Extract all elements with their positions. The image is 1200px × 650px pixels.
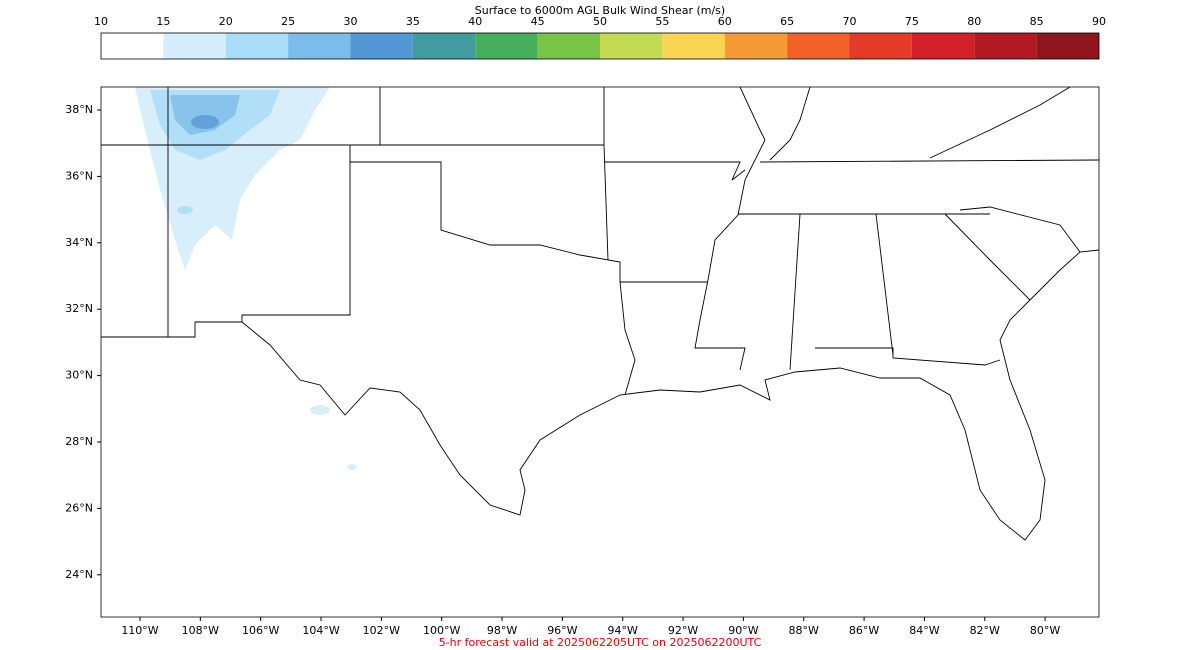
shear-shading — [135, 87, 357, 470]
colorbar-frame — [100, 32, 1100, 60]
lat-label: 24°N — [65, 568, 93, 581]
colorbar-segment — [974, 33, 1037, 59]
lon-label: 82°W — [970, 624, 1000, 637]
colorbar-segment — [600, 33, 663, 59]
map-frame — [100, 86, 1100, 618]
colorbar-tick-label: 20 — [219, 15, 233, 28]
lon-label: 100°W — [423, 624, 460, 637]
colorbar-segment — [849, 33, 912, 59]
lon-label: 110°W — [121, 624, 158, 637]
colorbar-tick-label: 35 — [406, 15, 420, 28]
colorbar-segment — [350, 33, 413, 59]
colorbar-tick-label: 55 — [655, 15, 669, 28]
colorbar-tick-label: 25 — [281, 15, 295, 28]
lon-label: 86°W — [849, 624, 879, 637]
forecast-footer: 5-hr forecast valid at 2025062205UTC on … — [439, 636, 762, 649]
colorbar-segment — [163, 33, 226, 59]
colorbar-tick-label: 45 — [531, 15, 545, 28]
colorbar-tick-label: 90 — [1092, 15, 1106, 28]
lat-label: 34°N — [65, 236, 93, 249]
colorbar-segment — [662, 33, 725, 59]
colorbar-tick-label: 50 — [593, 15, 607, 28]
lat-label: 26°N — [65, 501, 93, 514]
colorbar-tick-label: 60 — [718, 15, 732, 28]
lat-label: 38°N — [65, 103, 93, 116]
lon-label: 80°W — [1030, 624, 1060, 637]
lon-label: 88°W — [789, 624, 819, 637]
state-borders — [101, 87, 1099, 541]
colorbar-tick-label: 75 — [905, 15, 919, 28]
colorbar-segment — [101, 33, 164, 59]
colorbar: 10 15 20 25 30 35 40 45 50 55 60 65 70 75 80 85 90 — [94, 15, 1106, 59]
colorbar-title: Surface to 6000m AGL Bulk Wind Shear (m/… — [475, 4, 725, 17]
lat-label: 30°N — [65, 369, 93, 382]
lon-label: 84°W — [909, 624, 939, 637]
lat-label: 32°N — [65, 302, 93, 315]
colorbar-tick-label: 30 — [344, 15, 358, 28]
lon-label: 92°W — [668, 624, 698, 637]
lon-label: 90°W — [728, 624, 758, 637]
colorbar-tick-label: 15 — [156, 15, 170, 28]
colorbar-tick-label: 10 — [94, 15, 108, 28]
colorbar-segment — [475, 33, 538, 59]
map-axes: 38°N 36°N 34°N 32°N 30°N 28°N 26°N 24°N 110°W 108… — [65, 103, 1060, 637]
lat-label: 28°N — [65, 435, 93, 448]
colorbar-tick-label: 40 — [468, 15, 482, 28]
lon-label: 104°W — [302, 624, 339, 637]
colorbar-tick-label: 80 — [967, 15, 981, 28]
colorbar-tick-label: 85 — [1030, 15, 1044, 28]
lon-label: 102°W — [363, 624, 400, 637]
colorbar-segment — [412, 33, 476, 59]
colorbar-segment — [1036, 33, 1099, 59]
colorbar-segment — [724, 33, 788, 59]
colorbar-segment — [537, 33, 600, 59]
colorbar-tick-label: 65 — [780, 15, 794, 28]
colorbar-segment — [288, 33, 351, 59]
lon-label: 94°W — [608, 624, 638, 637]
colorbar-segment — [225, 33, 289, 59]
lon-label: 98°W — [487, 624, 517, 637]
lon-label: 108°W — [182, 624, 219, 637]
colorbar-segment — [911, 33, 975, 59]
lon-label: 106°W — [242, 624, 279, 637]
lon-label: 96°W — [547, 624, 577, 637]
colorbar-tick-label: 70 — [843, 15, 857, 28]
map-layer — [101, 87, 1099, 541]
colorbar-segment — [787, 33, 850, 59]
lat-label: 36°N — [65, 169, 93, 182]
